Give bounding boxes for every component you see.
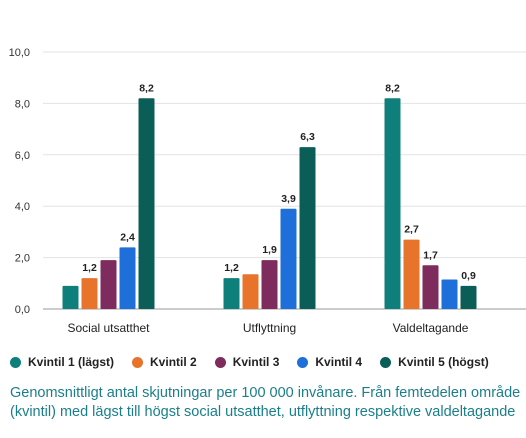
legend-item-kvintil-3[interactable]: Kvintil 3 [214, 355, 280, 369]
bar [138, 98, 155, 309]
legend-swatch-kvintil-4 [297, 356, 309, 368]
caption-line-1: Genomsnittligt antal skjutningar per 100… [10, 385, 521, 401]
data-label: 1,9 [262, 244, 277, 256]
data-label: 2,7 [404, 224, 419, 236]
legend-item-kvintil-1[interactable]: Kvintil 1 (lägst) [10, 355, 114, 369]
legend-item-kvintil-5[interactable]: Kvintil 5 (högst) [380, 355, 489, 369]
bar [81, 278, 98, 309]
x-tick-label: Social utsatthet [67, 321, 150, 335]
bar [441, 279, 458, 309]
legend-label-kvintil-2: Kvintil 2 [150, 355, 197, 369]
y-tick-label: 10,0 [9, 47, 30, 59]
data-label: 1,2 [82, 262, 97, 274]
chart-caption: Genomsnittligt antal skjutningar per 100… [10, 384, 526, 434]
legend-item-kvintil-4[interactable]: Kvintil 4 [297, 355, 362, 369]
y-tick-label: 4,0 [15, 201, 30, 213]
legend-swatch-kvintil-1 [10, 356, 21, 368]
data-label: 1,2 [224, 262, 239, 274]
bar [299, 147, 316, 309]
bar [280, 208, 297, 309]
legend-label-kvintil-5: Kvintil 5 (högst) [398, 355, 489, 369]
y-tick-label: 6,0 [15, 150, 30, 162]
y-tick-label: 0,0 [15, 304, 30, 316]
legend-swatch-kvintil-2 [132, 356, 144, 368]
data-label: 2,4 [120, 231, 135, 243]
legend-item-kvintil-2[interactable]: Kvintil 2 [132, 355, 197, 369]
bar [403, 239, 420, 309]
data-label: 6,3 [300, 131, 315, 143]
bar [261, 260, 278, 309]
caption-line-2: (kvintil) med lägst till högst social ut… [10, 404, 516, 420]
bar [62, 285, 79, 309]
legend-label-kvintil-1: Kvintil 1 (lägst) [28, 355, 115, 369]
data-label: 8,2 [385, 82, 400, 94]
bar [119, 247, 136, 309]
legend-label-kvintil-4: Kvintil 4 [315, 355, 363, 369]
bar [223, 278, 240, 309]
x-tick-label: Valdeltagande [393, 321, 469, 335]
bar [384, 98, 401, 309]
data-label: 3,9 [281, 193, 296, 205]
x-tick-label: Utflyttning [243, 321, 296, 335]
legend-swatch-kvintil-3 [214, 356, 226, 368]
y-tick-label: 2,0 [15, 253, 30, 265]
bar [242, 274, 259, 309]
chart-legend: Kvintil 1 (lägst) Kvintil 2 Kvintil 3 Kv… [10, 351, 526, 373]
data-label: 1,7 [423, 249, 438, 261]
bar [100, 260, 117, 309]
bar [460, 285, 477, 309]
legend-swatch-kvintil-5 [380, 356, 392, 368]
data-label: 8,2 [139, 82, 154, 94]
data-label: 0,9 [461, 270, 476, 282]
bar-chart: 0,0 2,0 4,0 6,0 8,0 10,0 1,2 2,4 8,2 Social utsat… [9, 47, 526, 335]
legend-label-kvintil-3: Kvintil 3 [232, 355, 280, 369]
bar [422, 265, 439, 309]
y-tick-label: 8,0 [15, 98, 30, 110]
